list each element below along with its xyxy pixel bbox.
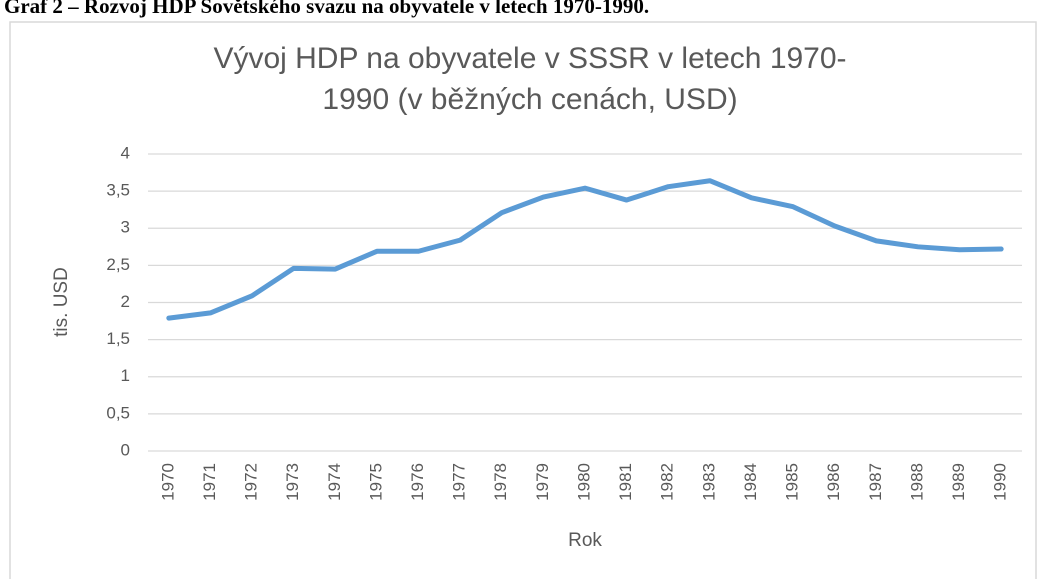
caption: Graf 2 – Rozvoj HDP Sovětského svazu na … [4,0,649,18]
x-tick-label: 1972 [242,463,261,501]
y-tick-label: 2,5 [106,255,130,274]
x-tick-label: 1978 [491,463,510,501]
y-tick-label: 1,5 [106,329,130,348]
x-tick-label: 1971 [200,463,219,501]
x-tick-label: 1973 [283,463,302,501]
y-tick-label: 2 [121,292,130,311]
data-line [166,178,1004,321]
x-tick-label: 1975 [366,463,385,501]
y-tick-label: 1 [121,366,130,385]
x-tick-label: 1979 [533,463,552,501]
y-tick-label: 0,5 [106,403,130,422]
x-tick-label: 1984 [741,463,760,501]
x-tick-label: 1988 [907,463,926,501]
x-tick-label: 1970 [158,463,177,501]
x-tick-label: 1987 [866,463,885,501]
x-tick-label: 1986 [824,463,843,501]
x-tick-label: 1980 [574,463,593,501]
y-tick-label: 3,5 [106,181,130,200]
x-tick-label: 1974 [325,463,344,501]
y-axis-label: tis. USD [51,267,72,337]
chart-title: 1990 (v běžných cenách, USD) [322,83,737,116]
chart-title: Vývoj HDP na obyvatele v SSSR v letech 1… [213,42,846,75]
x-tick-label: 1982 [658,463,677,501]
y-tick-label: 3 [121,218,130,237]
x-tick-label: 1981 [616,463,635,501]
x-tick-label: 1990 [991,463,1010,501]
chart-border [9,21,1037,579]
x-tick-label: 1977 [450,463,469,501]
x-tick-label: 1989 [949,463,968,501]
y-tick-label: 0 [121,440,130,459]
x-axis-label: Rok [568,530,602,551]
x-tick-label: 1985 [783,463,802,501]
x-tick-label: 1983 [699,463,718,501]
y-tick-label: 4 [121,143,130,162]
x-tick-label: 1976 [408,463,427,501]
